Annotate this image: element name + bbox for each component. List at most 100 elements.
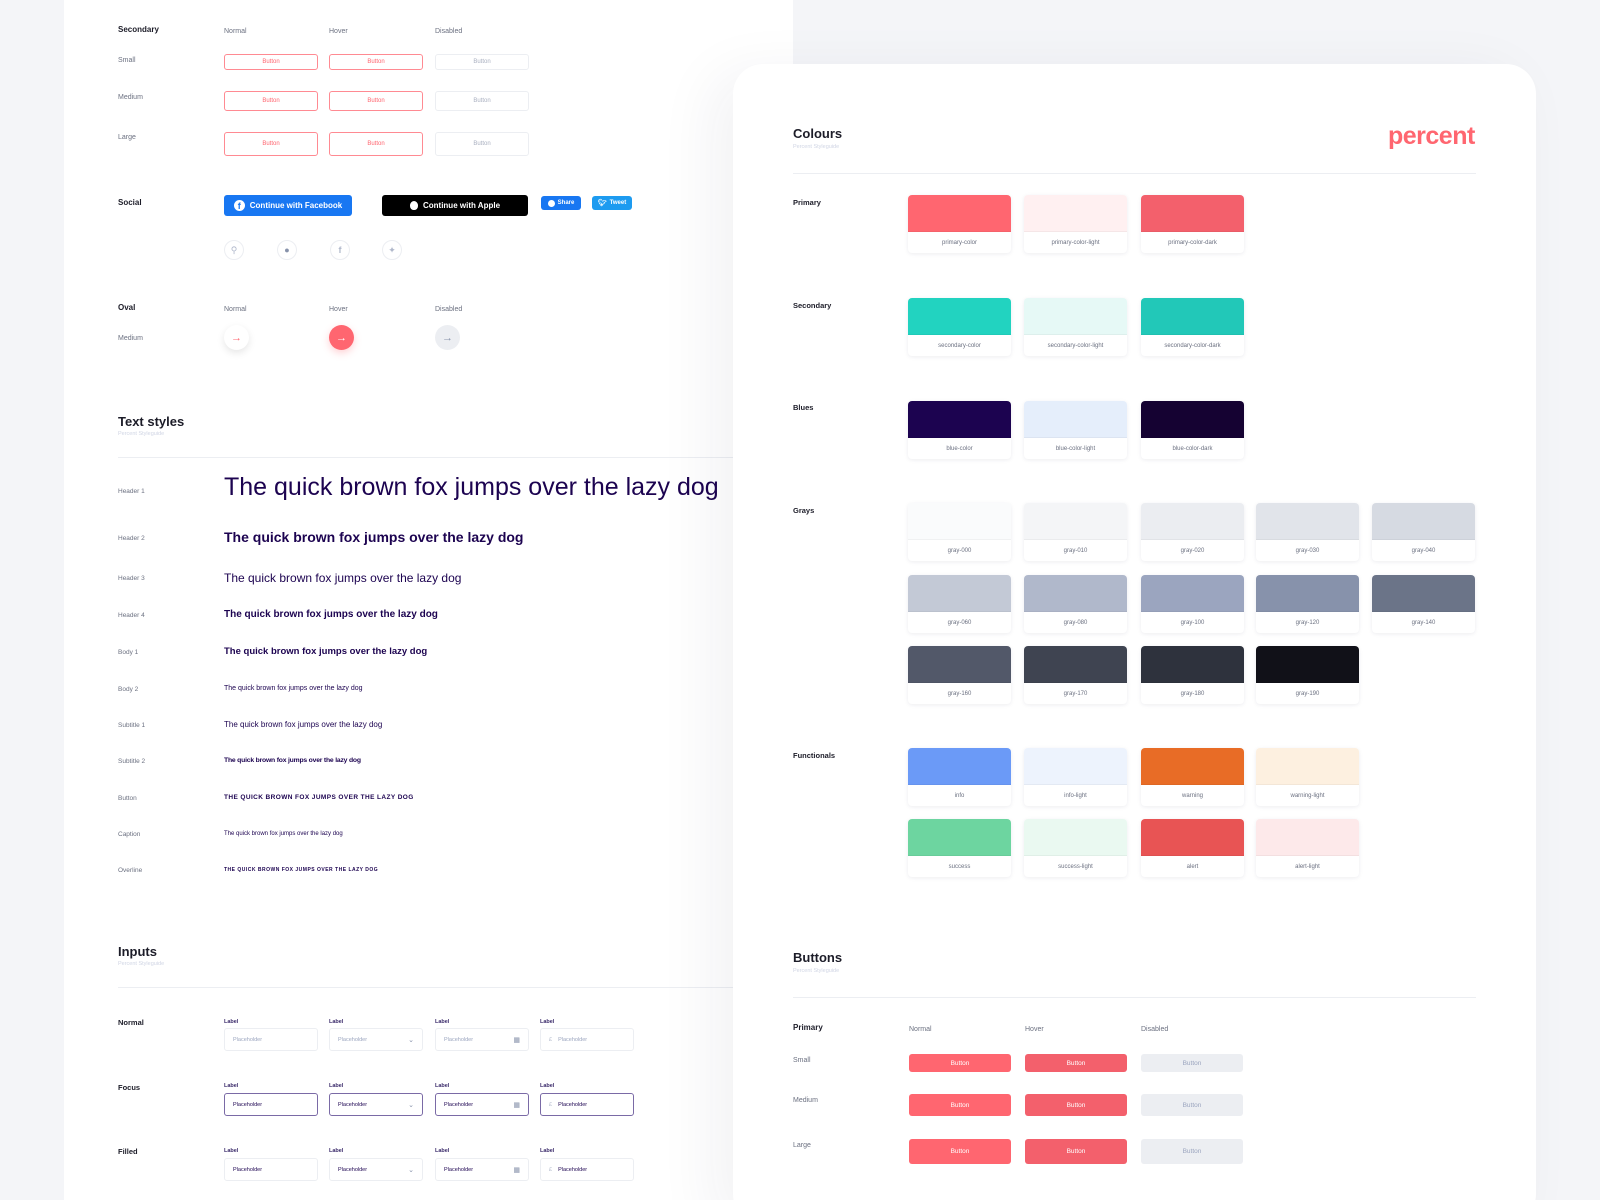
input-state-label: Normal <box>118 1018 144 1027</box>
col-normal: Normal <box>909 1026 932 1033</box>
colour-swatch-name: gray-160 <box>947 690 972 697</box>
calendar-icon: ▦ <box>513 1101 520 1109</box>
twitter-icon: 🐦︎ <box>597 200 607 207</box>
col-disabled: Disabled <box>435 306 463 313</box>
text-style-sample: The quick brown fox jumps over the lazy … <box>224 609 438 620</box>
colour-swatch-name: gray-100 <box>1180 619 1205 626</box>
date-input-filled[interactable]: Placeholder ▦ <box>435 1158 529 1181</box>
percent-logo: percent <box>1388 122 1475 150</box>
primary-button-medium-hover[interactable]: Button <box>1025 1094 1127 1116</box>
colour-swatch-secondary-color-light: secondary-color-light <box>1024 298 1127 356</box>
colour-swatch-gray-160: gray-160 <box>908 646 1011 704</box>
col-disabled: Disabled <box>435 28 463 35</box>
secondary-button-large-normal[interactable]: Button <box>224 132 318 156</box>
select-input-normal[interactable]: Placeholder ⌄ <box>329 1028 423 1051</box>
col-hover: Hover <box>1025 1026 1044 1033</box>
primary-button-small-disabled[interactable]: Button <box>1141 1054 1243 1072</box>
link-icon-button[interactable]: ⚲ <box>224 240 244 260</box>
colour-swatch-name: gray-030 <box>1295 547 1320 554</box>
twitter-icon-button[interactable]: ✦ <box>382 240 402 260</box>
text-input-filled[interactable]: Placeholder <box>224 1158 318 1181</box>
colour-group-label: Grays <box>793 506 815 515</box>
snapchat-icon-button[interactable]: ● <box>277 240 297 260</box>
colour-swatch-secondary-color-dark: secondary-color-dark <box>1141 298 1244 356</box>
colour-swatch-fill <box>908 646 1011 683</box>
currency-input-focus[interactable]: £ Placeholder <box>540 1093 634 1116</box>
facebook-share-button[interactable]: Share <box>541 196 581 210</box>
date-input-normal[interactable]: Placeholder ▦ <box>435 1028 529 1051</box>
date-input-focus[interactable]: Placeholder ▦ <box>435 1093 529 1116</box>
primary-button-small-hover[interactable]: Button <box>1025 1054 1127 1072</box>
colour-swatch-name: blue-color <box>946 445 973 452</box>
colour-swatch-name: secondary-color <box>938 342 981 349</box>
input-placeholder: Placeholder <box>444 1036 474 1043</box>
text-input-focus[interactable]: Placeholder <box>224 1093 318 1116</box>
oval-arrow-button-disabled[interactable]: → <box>435 325 460 350</box>
calendar-icon: ▦ <box>513 1036 520 1044</box>
colours-subtitle: Percent Styleguide <box>793 144 840 150</box>
colour-swatch-fill <box>908 195 1011 232</box>
secondary-button-medium-normal[interactable]: Button <box>224 91 318 111</box>
primary-button-large-normal[interactable]: Button <box>909 1139 1011 1164</box>
currency-prefix: £ <box>549 1101 553 1108</box>
colour-swatch-name: success <box>948 863 971 870</box>
oval-size-label: Medium <box>118 335 143 342</box>
colour-swatch-fill <box>1024 748 1127 785</box>
input-field-label: Label <box>329 1019 344 1025</box>
colour-swatch-gray-190: gray-190 <box>1256 646 1359 704</box>
colour-swatch-name: warning-light <box>1290 792 1325 799</box>
text-style-sample: The quick brown fox jumps over the lazy … <box>224 685 363 692</box>
apple-button-label: Continue with Apple <box>422 201 501 210</box>
colour-swatch-fill <box>1256 819 1359 856</box>
colour-swatch-success: success <box>908 819 1011 877</box>
continue-with-apple-button[interactable]: Continue with Apple <box>382 195 528 216</box>
select-input-focus[interactable]: Placeholder ⌄ <box>329 1093 423 1116</box>
secondary-button-small-disabled[interactable]: Button <box>435 54 529 70</box>
colour-swatch-name: success-light <box>1058 863 1093 870</box>
primary-button-medium-disabled[interactable]: Button <box>1141 1094 1243 1116</box>
colour-swatch-name: info <box>954 792 965 799</box>
colour-swatch-fill <box>1141 195 1244 232</box>
input-field-label: Label <box>540 1019 555 1025</box>
currency-input-normal[interactable]: £ Placeholder <box>540 1028 634 1051</box>
divider <box>118 457 738 458</box>
secondary-button-small-hover[interactable]: Button <box>329 54 423 70</box>
colour-swatch-name: alert-light <box>1295 863 1320 870</box>
social-section-label: Social <box>118 198 142 207</box>
colour-swatch-name: gray-190 <box>1295 690 1320 697</box>
input-state-label: Focus <box>118 1083 141 1092</box>
input-placeholder: Placeholder <box>444 1101 474 1108</box>
facebook-icon-button[interactable]: f <box>330 240 350 260</box>
arrow-right-icon: → <box>336 331 347 344</box>
secondary-button-small-normal[interactable]: Button <box>224 54 318 70</box>
primary-button-small-normal[interactable]: Button <box>909 1054 1011 1072</box>
primary-button-large-hover[interactable]: Button <box>1025 1139 1127 1164</box>
colour-swatch-fill <box>1024 503 1127 540</box>
secondary-button-large-hover[interactable]: Button <box>329 132 423 156</box>
oval-arrow-button-hover[interactable]: → <box>329 325 354 350</box>
secondary-button-medium-hover[interactable]: Button <box>329 91 423 111</box>
colour-swatch-info-light: info-light <box>1024 748 1127 806</box>
primary-button-large-disabled[interactable]: Button <box>1141 1139 1243 1164</box>
tweet-button[interactable]: 🐦︎ Tweet <box>592 196 632 210</box>
select-input-filled[interactable]: Placeholder ⌄ <box>329 1158 423 1181</box>
colour-swatch-name: gray-180 <box>1180 690 1205 697</box>
colour-swatch-fill <box>908 401 1011 438</box>
colour-group-label: Blues <box>793 403 814 412</box>
primary-button-medium-normal[interactable]: Button <box>909 1094 1011 1116</box>
input-placeholder: Placeholder <box>338 1101 368 1108</box>
colour-swatch-warning-light: warning-light <box>1256 748 1359 806</box>
oval-arrow-button-normal[interactable]: → <box>224 325 249 350</box>
secondary-button-medium-disabled[interactable]: Button <box>435 91 529 111</box>
inputs-title: Inputs <box>118 944 157 959</box>
text-styles-title: Text styles <box>118 414 185 429</box>
colour-swatch-gray-080: gray-080 <box>1024 575 1127 633</box>
input-field-label: Label <box>224 1148 239 1154</box>
calendar-icon: ▦ <box>513 1166 520 1174</box>
continue-with-facebook-button[interactable]: f Continue with Facebook <box>224 195 352 216</box>
colour-swatch-name: primary-color <box>941 239 977 246</box>
secondary-button-large-disabled[interactable]: Button <box>435 132 529 156</box>
text-input-normal[interactable]: Placeholder <box>224 1028 318 1051</box>
colour-swatch-name: gray-170 <box>1063 690 1088 697</box>
currency-input-filled[interactable]: £ Placeholder <box>540 1158 634 1181</box>
